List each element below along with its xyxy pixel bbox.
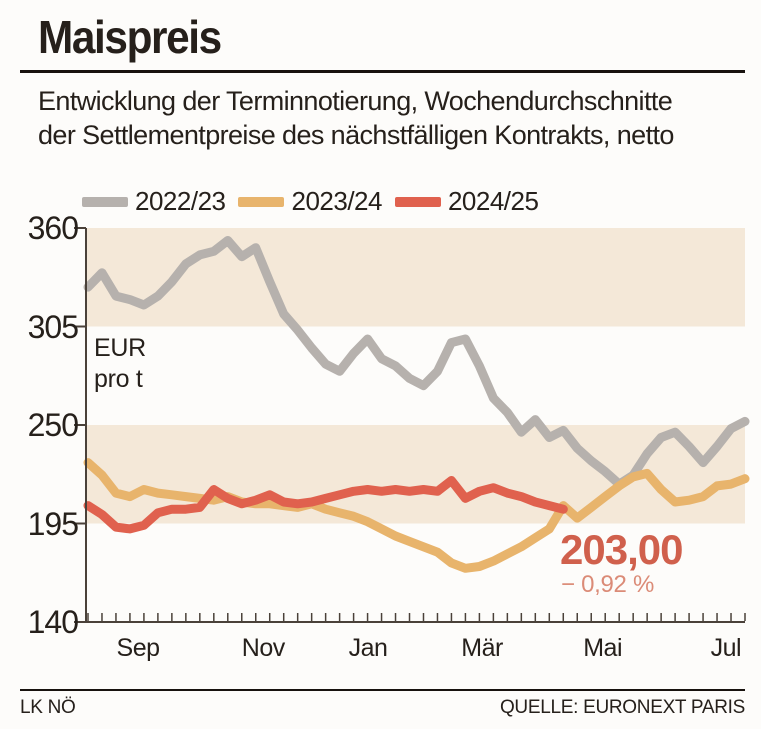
y-axis-label: 305 [27, 308, 79, 345]
legend-label-2022-23: 2022/23 [135, 186, 226, 216]
series-line-2023-24 [83, 458, 750, 573]
footer-divider [20, 689, 745, 691]
source-left: LK NÖ [20, 697, 76, 718]
legend-swatch-2024-25 [394, 196, 441, 207]
title-divider [20, 70, 745, 73]
legend-label-2023-24: 2023/24 [291, 186, 382, 216]
x-axis-label: Nov [241, 634, 285, 662]
y-axis-label: 250 [27, 407, 79, 443]
x-axis-label: Jan [348, 634, 388, 662]
x-axis-label: Mai [583, 634, 623, 662]
series-line-2024-25 [83, 476, 568, 534]
y-axis-label: 360 [27, 210, 79, 246]
x-axis-label: Jul [710, 634, 742, 662]
y-axis-label: 195 [27, 505, 79, 542]
page-title: Maispreis [38, 11, 222, 63]
latest-price: 203,00 [560, 526, 683, 573]
y-axis-label: 140 [27, 604, 79, 640]
legend-label-2024-25: 2024/25 [447, 186, 539, 216]
source-right: QUELLE: EURONEXT PARIS [499, 697, 745, 718]
x-axis-label: Mär [461, 634, 503, 662]
unit-line-1: EUR [94, 334, 146, 362]
chart-band [86, 228, 745, 327]
chart-subtitle-line-2: der Settlementpreise des nächstfälligen … [38, 120, 674, 150]
x-axis-label: Sep [116, 634, 160, 662]
legend-swatch-2023-24 [238, 196, 285, 207]
chart-subtitle: Entwicklung der Terminnotierung, Wochend… [38, 84, 674, 152]
chart-subtitle-line-1: Entwicklung der Terminnotierung, Wochend… [38, 86, 673, 116]
unit-label: EUR pro t [94, 333, 146, 395]
series-line-2022-23 [83, 236, 750, 489]
unit-line-2: pro t [94, 365, 143, 393]
chart-legend: 2022/23 2023/24 2024/25 [82, 186, 551, 217]
legend-swatch-2022-23 [82, 196, 128, 207]
latest-change: − 0,92 % [561, 571, 655, 598]
